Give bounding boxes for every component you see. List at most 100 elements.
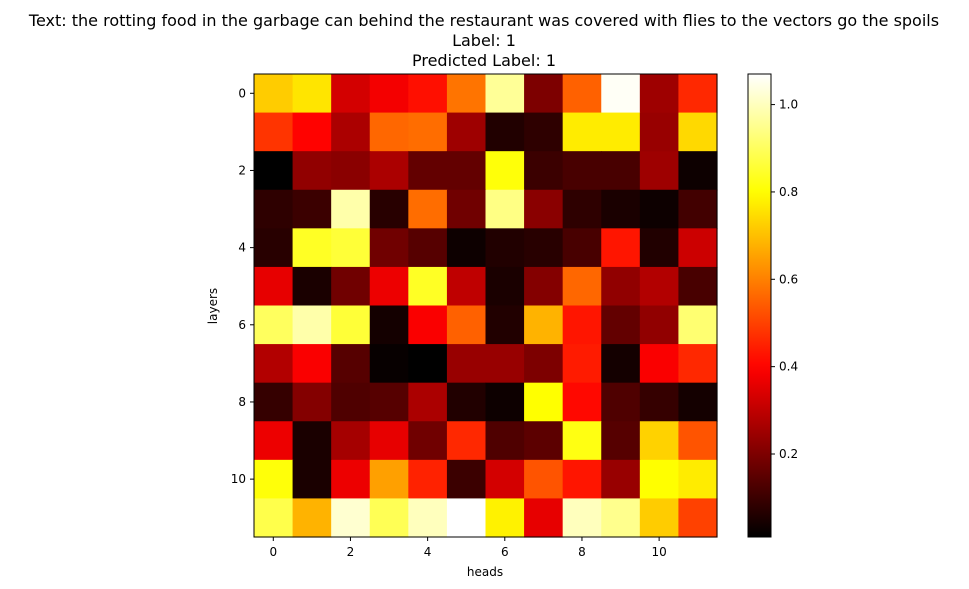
- heatmap-cell-r9-c7: [524, 421, 564, 461]
- heatmap-cell-r10-c5: [446, 459, 487, 500]
- heatmap-cell-r0-c3: [369, 74, 409, 114]
- heatmap-cell-r3-c3: [369, 189, 409, 229]
- heatmap-cell-r3-c0: [254, 189, 294, 229]
- heatmap-cell-r2-c8: [562, 151, 602, 191]
- heatmap-cell-r3-c6: [485, 189, 525, 229]
- x-tick-label: 6: [501, 545, 509, 559]
- heatmap-cell-r8-c10: [639, 382, 680, 422]
- heatmap-cell-r9-c8: [562, 421, 602, 461]
- colorbar-tick-label: 1.0: [779, 98, 798, 112]
- heatmap-cell-r6-c4: [408, 305, 448, 345]
- heatmap-cell-r3-c7: [524, 189, 564, 229]
- heatmap-cell-r3-c1: [292, 189, 332, 229]
- heatmap-cell-r10-c11: [678, 459, 718, 500]
- heatmap-cell-r11-c4: [408, 498, 448, 538]
- heatmap-cell-r6-c0: [254, 305, 294, 345]
- heatmap-cell-r2-c0: [254, 151, 294, 191]
- heatmap-cell-r8-c3: [369, 382, 409, 422]
- heatmap-cell-r5-c8: [562, 266, 602, 307]
- heatmap-cell-r0-c5: [446, 74, 487, 114]
- x-tick-label: 8: [578, 545, 586, 559]
- heatmap-cell-r6-c9: [601, 305, 641, 345]
- heatmap-cell-r11-c7: [524, 498, 564, 538]
- heatmap-cell-r2-c2: [331, 151, 371, 191]
- heatmap-cell-r1-c7: [524, 112, 564, 152]
- heatmap-cell-r9-c1: [292, 421, 332, 461]
- colorbar-tick-label: 0.8: [779, 185, 798, 199]
- heatmap-cell-r1-c9: [601, 112, 641, 152]
- heatmap-cell-r1-c2: [331, 112, 371, 152]
- heatmap-cell-r7-c10: [639, 344, 680, 384]
- heatmap-cell-r7-c2: [331, 344, 371, 384]
- heatmap-cell-r4-c10: [639, 228, 680, 268]
- colorbar-tick-label: 0.4: [779, 360, 798, 374]
- heatmap-cell-r0-c11: [678, 74, 718, 114]
- heatmap-cell-r10-c10: [639, 459, 680, 500]
- heatmap-cell-r3-c2: [331, 189, 371, 229]
- heatmap-cell-r1-c4: [408, 112, 448, 152]
- heatmap-cell-r11-c5: [446, 498, 487, 538]
- heatmap-cell-r10-c3: [369, 459, 409, 500]
- heatmap-cell-r11-c10: [639, 498, 680, 538]
- heatmap-cell-r4-c0: [254, 228, 294, 268]
- heatmap-cell-r8-c9: [601, 382, 641, 422]
- heatmap-cell-r8-c5: [446, 382, 487, 422]
- colorbar-frame: [747, 73, 772, 538]
- heatmap-cell-r9-c3: [369, 421, 409, 461]
- colorbar-tick-label: 0.2: [779, 447, 798, 461]
- heatmap-cell-r5-c3: [369, 266, 409, 307]
- heatmap-cell-r0-c0: [254, 74, 294, 114]
- heatmap-cell-r2-c6: [485, 151, 525, 191]
- heatmap-cell-r10-c8: [562, 459, 602, 500]
- heatmap-cell-r7-c6: [485, 344, 525, 384]
- heatmap-cell-r9-c10: [639, 421, 680, 461]
- heatmap-cell-r8-c4: [408, 382, 448, 422]
- heatmap-cell-r4-c8: [562, 228, 602, 268]
- heatmap-cell-r0-c7: [524, 74, 564, 114]
- heatmap-cell-r8-c7: [524, 382, 564, 422]
- heatmap-cell-r9-c4: [408, 421, 448, 461]
- heatmap-cell-r1-c8: [562, 112, 602, 152]
- heatmap-cell-r1-c10: [639, 112, 680, 152]
- heatmap-cell-r10-c9: [601, 459, 641, 500]
- heatmap-cell-r0-c10: [639, 74, 680, 114]
- x-tick-label: 0: [269, 545, 277, 559]
- y-axis-ticks: 0 2 4 6 8 10: [231, 86, 254, 486]
- y-axis-label: layers: [206, 288, 220, 324]
- heatmap-cell-r2-c5: [446, 151, 487, 191]
- heatmap-cell-r4-c9: [601, 228, 641, 268]
- heatmap-cell-r1-c1: [292, 112, 332, 152]
- heatmap-cell-r6-c6: [485, 305, 525, 345]
- heatmap-cell-r5-c2: [331, 266, 371, 307]
- heatmap-cell-r9-c0: [254, 421, 294, 461]
- heatmap-cell-r0-c9: [601, 74, 641, 114]
- heatmap-cell-r0-c8: [562, 74, 602, 114]
- x-tick-label: 2: [347, 545, 355, 559]
- heatmap-cell-r10-c0: [254, 459, 294, 500]
- heatmap-cell-r9-c11: [678, 421, 718, 461]
- heatmap-cell-r3-c4: [408, 189, 448, 229]
- heatmap-cell-r8-c0: [254, 382, 294, 422]
- heatmap-cell-r6-c5: [446, 305, 487, 345]
- y-tick-label: 4: [238, 241, 246, 255]
- x-tick-label: 4: [424, 545, 432, 559]
- heatmap-cell-r2-c11: [678, 151, 718, 191]
- heatmap-cell-r7-c11: [678, 344, 718, 384]
- heatmap-cell-r4-c11: [678, 228, 718, 268]
- heatmap-cell-r9-c6: [485, 421, 525, 461]
- heatmap-cell-r5-c1: [292, 266, 332, 307]
- heatmap-cell-r7-c3: [369, 344, 409, 384]
- x-axis-label: heads: [467, 565, 503, 579]
- heatmap-cell-r11-c1: [292, 498, 332, 538]
- heatmap-cells: [254, 74, 718, 538]
- heatmap-cell-r10-c4: [408, 459, 448, 500]
- heatmap-cell-r2-c3: [369, 151, 409, 191]
- heatmap-cell-r10-c2: [331, 459, 371, 500]
- heatmap-cell-r9-c9: [601, 421, 641, 461]
- x-axis-ticks: 0 2 4 6 8 10: [269, 537, 667, 559]
- heatmap-cell-r4-c5: [446, 228, 487, 268]
- colorbar-fill: [748, 74, 771, 537]
- heatmap-cell-r11-c8: [562, 498, 602, 538]
- heatmap-cell-r5-c10: [639, 266, 680, 307]
